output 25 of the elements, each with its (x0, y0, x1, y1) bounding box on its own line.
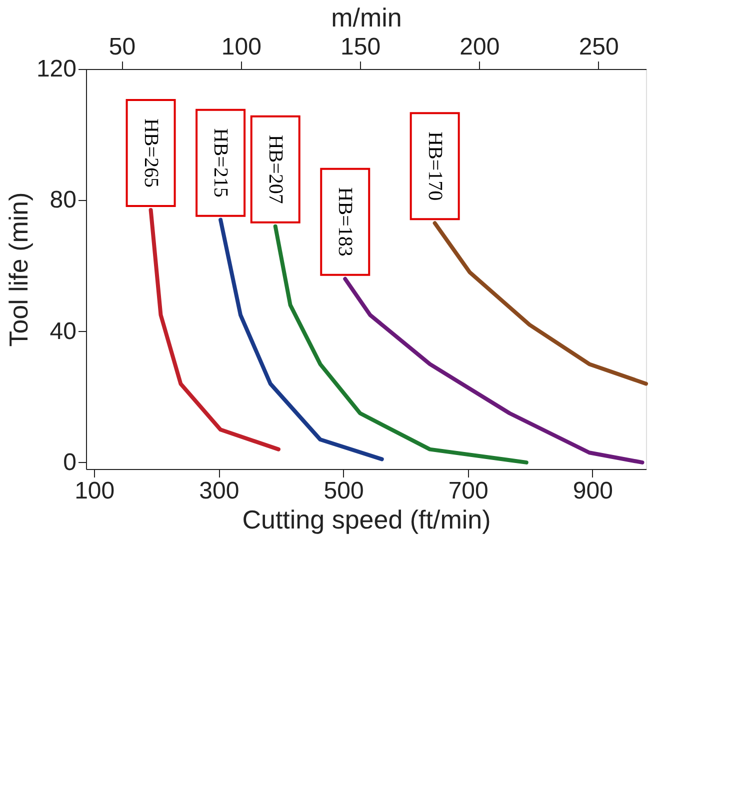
x2-tick-label: 50 (108, 34, 136, 60)
x2-tick-label: 150 (340, 34, 381, 60)
y-tick-label: 120 (36, 56, 76, 82)
x-tick-label: 900 (572, 478, 613, 504)
x-tick-label: 500 (324, 478, 364, 504)
text: HB=207 (264, 134, 286, 204)
text: HB=215 (210, 128, 232, 198)
line-series (432, 221, 648, 386)
y-axis-title: Tool life (min) (3, 192, 34, 347)
y-tick-label: 40 (50, 318, 76, 345)
x2-tick-label: 200 (460, 34, 500, 60)
x-tick-label: 100 (74, 478, 115, 504)
x-axis-title: Cutting speed (ft/min) (242, 504, 491, 534)
line-series (343, 276, 644, 464)
line-series (148, 208, 280, 452)
x2-tick-label: 250 (578, 34, 619, 60)
x2-tick-label: 100 (221, 34, 262, 60)
y-tick-label: 80 (50, 186, 76, 214)
x2-axis-title: m/min (331, 2, 402, 32)
text: HB=265 (140, 118, 162, 188)
text: HB=183 (334, 187, 356, 256)
x-tick-label: 300 (199, 478, 240, 504)
x-tick-label: 700 (448, 478, 488, 504)
text: HB=170 (424, 132, 446, 201)
y-tick-label: 0 (63, 448, 76, 476)
